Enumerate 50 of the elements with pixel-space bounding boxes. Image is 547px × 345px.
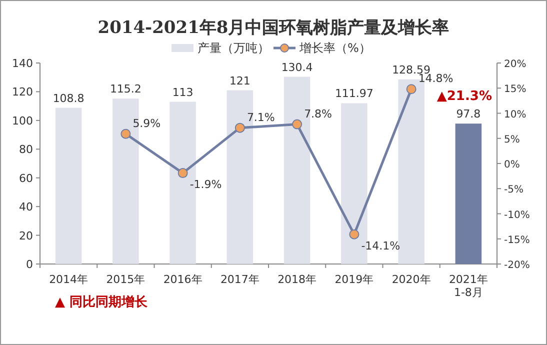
point: [234, 122, 245, 133]
y-tick-label: 0: [26, 258, 33, 271]
x-tick-label: 2016年: [163, 273, 202, 286]
bar: [55, 108, 82, 264]
legend-label: 增长率（%）: [298, 41, 371, 55]
y2-tick-label: -10%: [504, 210, 530, 221]
y-tick-label: 60: [19, 172, 33, 185]
x-tick-label: 2019年: [334, 273, 374, 286]
annotation: ▲21.3%: [436, 89, 492, 104]
y-tick-label: 140: [12, 57, 33, 70]
y2-tick-label: 0%: [504, 160, 520, 170]
point: [349, 229, 360, 240]
legend-label: 产量（万吨）: [198, 41, 270, 55]
y2-tick-label: -20%: [504, 260, 530, 271]
x-tick-label: 2018年: [278, 273, 317, 286]
data-label: 111.97: [334, 87, 374, 100]
bar: [455, 124, 482, 264]
y2-tick-label: 10%: [504, 109, 526, 120]
data-label: 115.2: [110, 82, 142, 96]
y2-tick-label: 5%: [504, 134, 520, 146]
point: [292, 119, 302, 130]
data-label: 7.8%: [304, 107, 332, 120]
y2-tick-label: -15%: [504, 234, 530, 246]
data-label: 113: [172, 86, 194, 99]
x-tick-label: 2015年: [106, 273, 146, 286]
x-tick-label: 2014年: [49, 273, 88, 286]
text: ▲ 同比同期增长: [55, 295, 149, 310]
data-label: -14.1%: [361, 239, 400, 252]
data-label: 130.4: [281, 60, 313, 74]
y2-tick-label: 15%: [504, 84, 526, 96]
data-label: 121: [229, 74, 250, 88]
y-tick-label: 100: [12, 114, 33, 128]
y2-tick-label: -5%: [504, 184, 524, 196]
y2-tick-label: 20%: [504, 59, 526, 70]
x-tick-label: 2017年: [220, 273, 260, 286]
data-label: 108.8: [52, 92, 84, 105]
data-label: 97.8: [456, 108, 481, 121]
x-tick-label: 2021年 1-8月: [448, 273, 488, 300]
chart-title: 2014-2021年8月中国环氧树脂产量及增长率: [98, 18, 450, 38]
data-label: -1.9%: [190, 178, 222, 192]
y-tick-label: 20: [19, 229, 33, 242]
data-label: 5.9%: [132, 116, 161, 130]
y-tick-label: 80: [19, 143, 33, 156]
y-tick-label: 40: [19, 200, 33, 214]
data-label: 7.1%: [246, 110, 275, 124]
y-tick-label: 120: [12, 86, 33, 99]
point: [178, 168, 188, 178]
x-tick-label: 2020年: [392, 273, 431, 286]
point: [406, 84, 416, 94]
point: [120, 128, 131, 139]
